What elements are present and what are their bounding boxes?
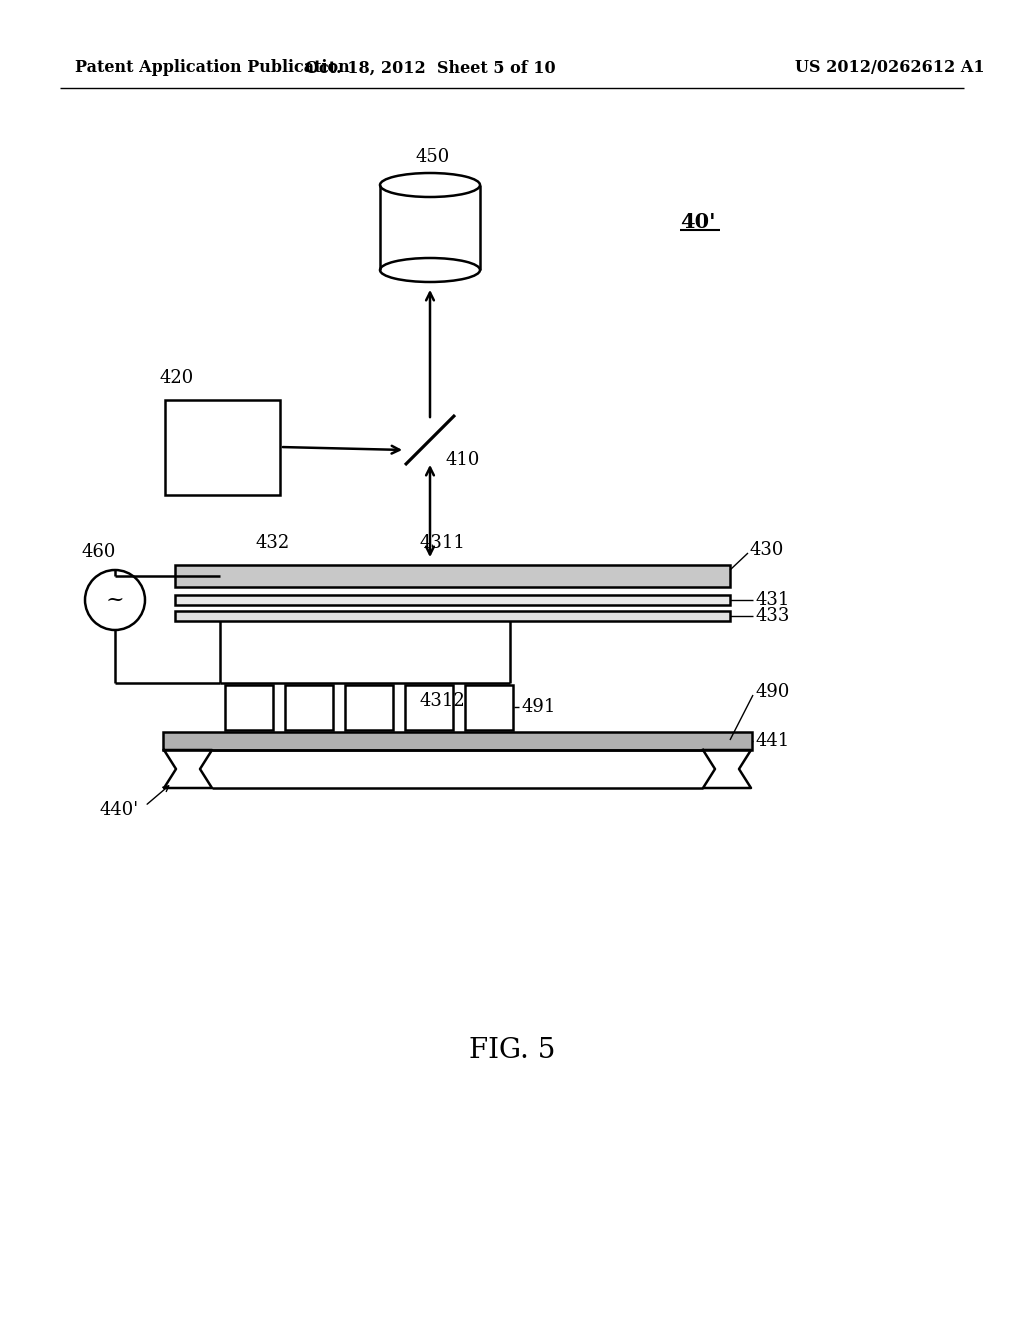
Bar xyxy=(165,400,280,495)
Bar xyxy=(225,685,273,730)
Text: 430: 430 xyxy=(750,541,784,558)
Bar xyxy=(175,595,730,605)
Bar xyxy=(285,685,333,730)
Bar xyxy=(465,685,513,730)
Bar xyxy=(175,565,730,587)
Bar xyxy=(175,611,730,620)
Ellipse shape xyxy=(380,173,480,197)
Text: 491: 491 xyxy=(521,698,555,715)
Text: 440': 440' xyxy=(100,801,139,818)
Text: 441: 441 xyxy=(755,733,790,750)
Text: ~: ~ xyxy=(105,589,124,611)
Text: 460: 460 xyxy=(82,543,117,561)
Text: 4311: 4311 xyxy=(420,535,466,552)
Text: 490: 490 xyxy=(755,682,790,701)
Text: 432: 432 xyxy=(255,535,289,552)
Text: US 2012/0262612 A1: US 2012/0262612 A1 xyxy=(796,59,985,77)
Text: 431: 431 xyxy=(755,591,790,609)
Text: 433: 433 xyxy=(755,607,790,624)
Text: 450: 450 xyxy=(415,148,450,166)
Text: Oct. 18, 2012  Sheet 5 of 10: Oct. 18, 2012 Sheet 5 of 10 xyxy=(305,59,555,77)
Text: 420: 420 xyxy=(160,370,195,387)
Bar xyxy=(163,733,752,750)
Text: 40': 40' xyxy=(680,213,716,232)
Text: Patent Application Publication: Patent Application Publication xyxy=(75,59,350,77)
Text: FIG. 5: FIG. 5 xyxy=(469,1036,555,1064)
Bar xyxy=(406,685,453,730)
Text: 410: 410 xyxy=(445,451,479,469)
Bar xyxy=(345,685,393,730)
Text: 4312: 4312 xyxy=(420,692,466,710)
